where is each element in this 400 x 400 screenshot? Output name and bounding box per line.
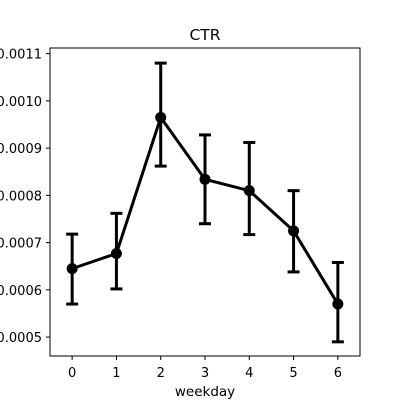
chart-title: CTR: [189, 26, 220, 44]
y-tick-label: 0.0006: [0, 284, 42, 299]
data-points: [66, 111, 344, 310]
y-tick-label: 0.0010: [0, 95, 42, 110]
y-tick-label: 0.0008: [0, 189, 42, 204]
data-point: [332, 298, 344, 310]
data-point: [243, 185, 255, 197]
data-point: [110, 247, 122, 259]
x-tick-label: 3: [201, 366, 209, 381]
y-tick-label: 0.0009: [0, 142, 42, 157]
error-bars: [66, 61, 344, 344]
x-tick-label: 5: [289, 366, 297, 381]
y-tick-label: 0.0005: [0, 331, 42, 346]
x-tick-label: 4: [245, 366, 253, 381]
data-point: [199, 173, 211, 185]
y-axis-ticks: 0.0005 0.0006 0.0007 0.0008 0.0009 0.0010 0.00…: [0, 48, 50, 346]
x-tick-label: 1: [112, 366, 120, 381]
plot-frame: [49, 47, 361, 357]
data-point: [66, 263, 78, 275]
x-tick-label: 0: [68, 366, 76, 381]
x-axis-label: weekday: [175, 384, 235, 400]
data-point: [288, 225, 300, 237]
x-tick-label: 6: [334, 366, 342, 381]
x-tick-label: 2: [157, 366, 165, 381]
y-tick-label: 0.0011: [0, 48, 42, 63]
y-tick-label: 0.0007: [0, 237, 42, 252]
data-point: [155, 111, 167, 123]
x-axis-ticks: 0 1 2 3 4 5 6: [68, 356, 342, 381]
